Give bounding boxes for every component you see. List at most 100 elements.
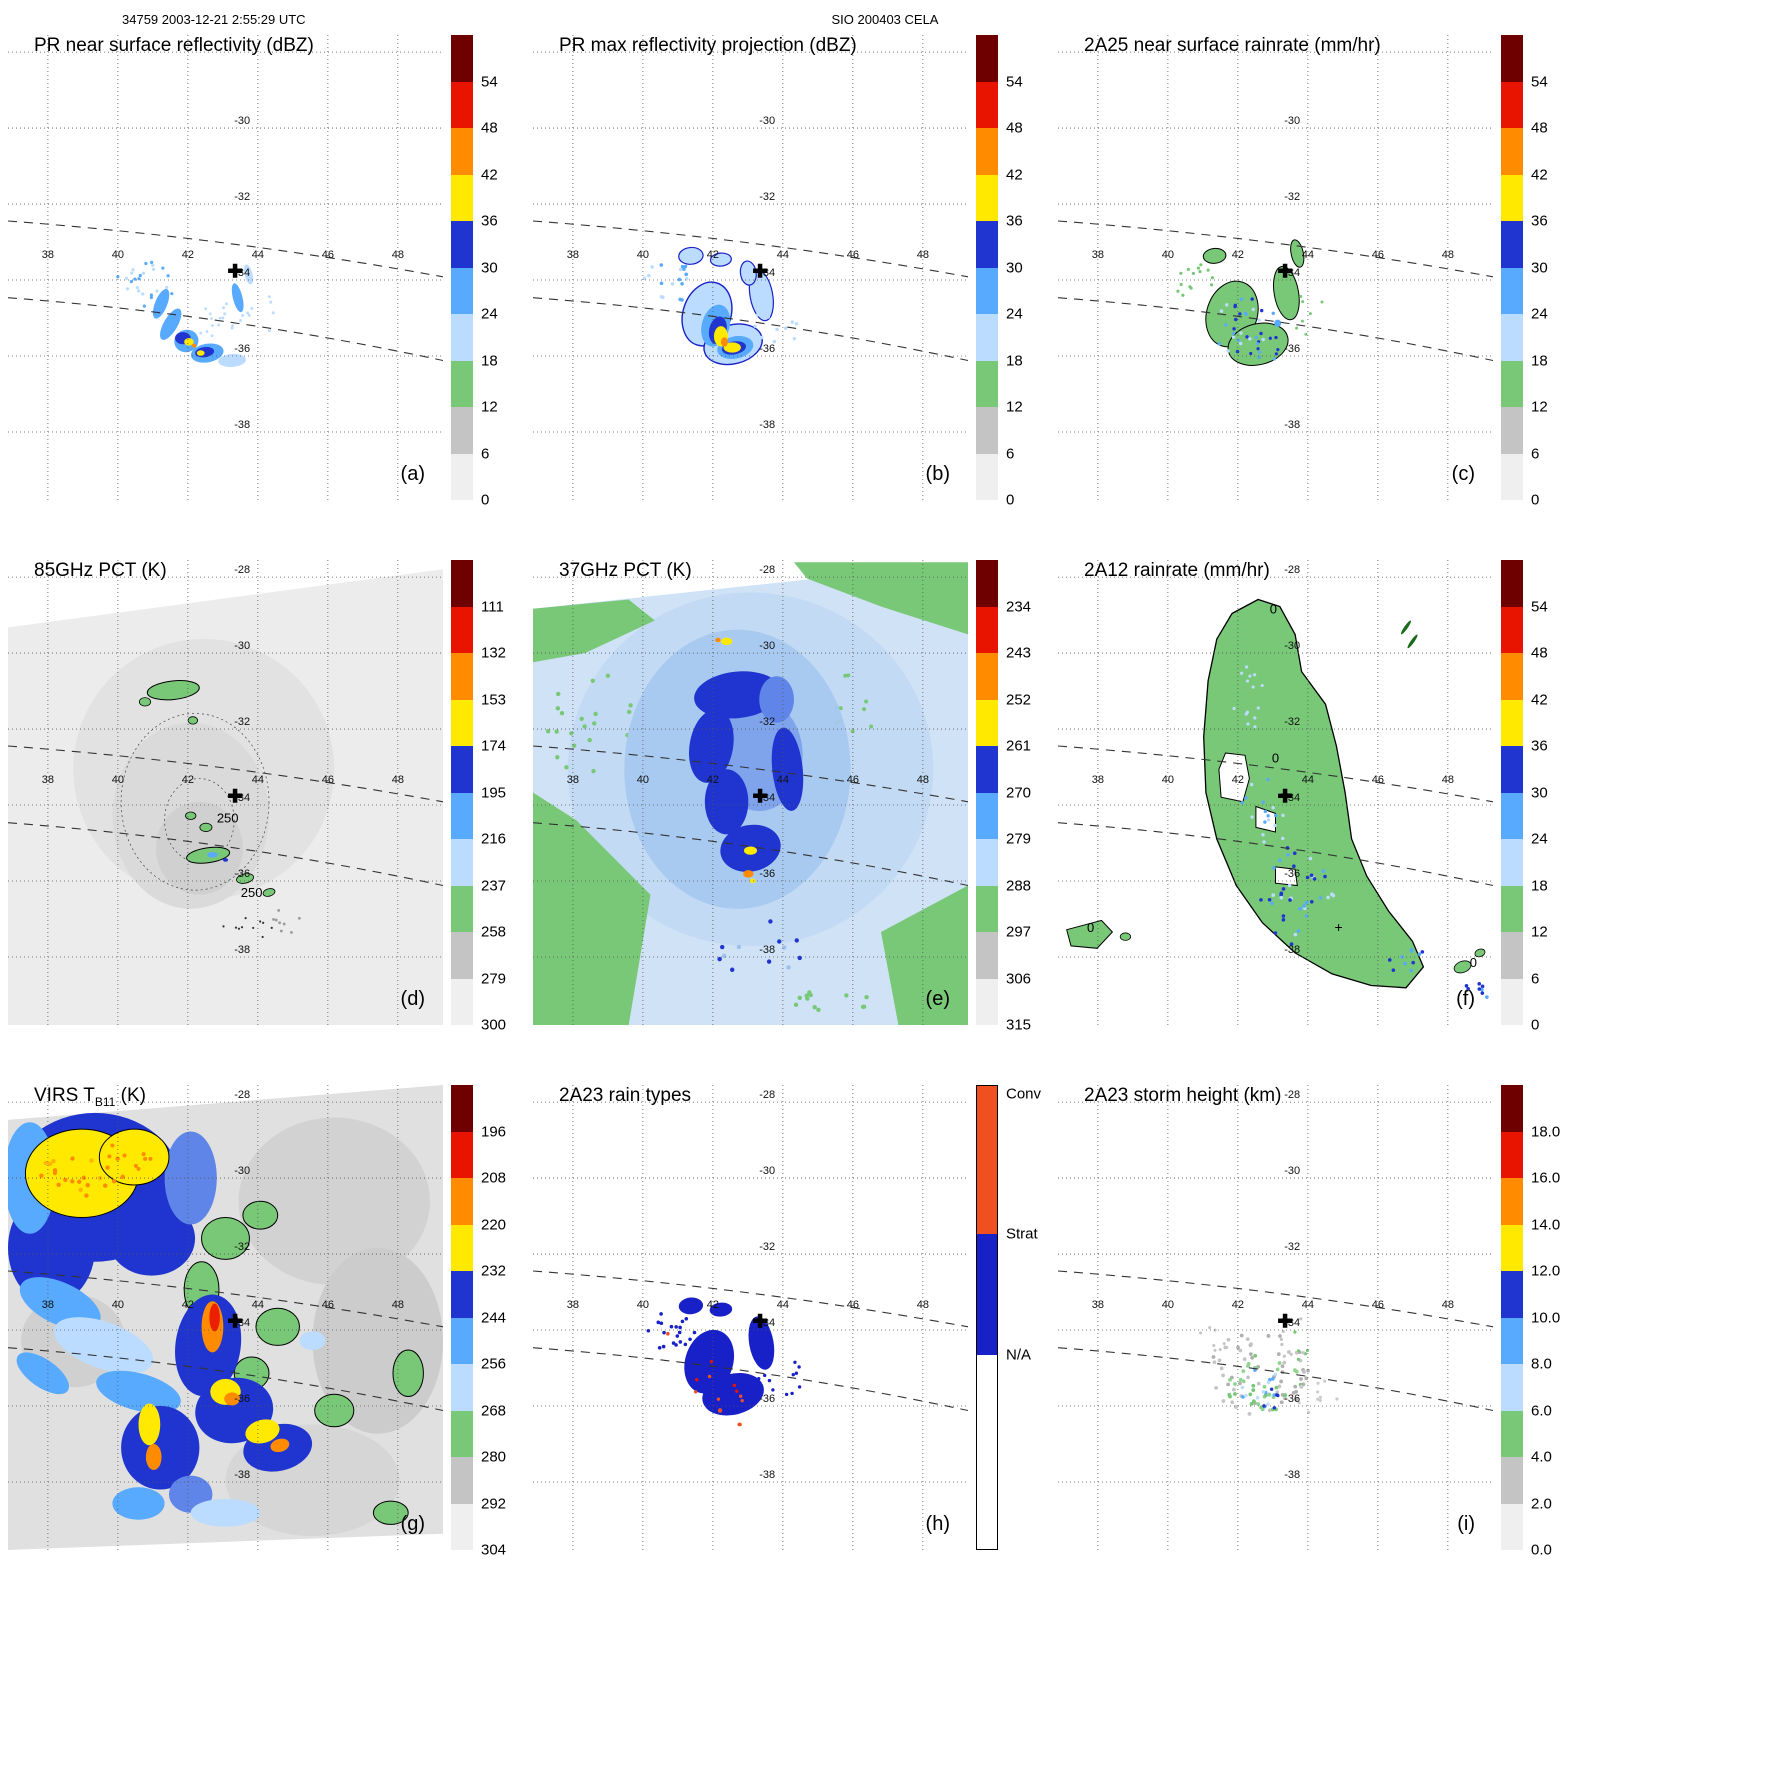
- svg-text:40: 40: [637, 774, 649, 786]
- colorbar-segment: [1501, 221, 1523, 268]
- colorbar-segment: [976, 606, 998, 653]
- panel-title: PR near surface reflectivity (dBZ): [34, 35, 314, 56]
- panel-grid: 38 40 42 44 46 48 -30 -32 -34 -36 -38 PR near surf…: [8, 35, 1583, 1610]
- svg-text:+: +: [1334, 919, 1342, 935]
- svg-text:44: 44: [777, 1299, 789, 1311]
- colorbar-tick-label: 304: [481, 1541, 507, 1559]
- colorbar-segment: [451, 360, 473, 407]
- svg-text:42: 42: [182, 1299, 194, 1311]
- storm-center-cross-marker: [228, 1313, 243, 1328]
- graticule: [8, 560, 443, 1025]
- colorbar: 234 243 252 261 270 279 288 297 306 315: [976, 560, 1056, 1034]
- map-canvas: 38 40 42 44 46 48-28-30-32-34-36-38: [8, 1085, 443, 1550]
- colorbar-segment: [451, 128, 473, 175]
- colorbar-segment: [451, 839, 473, 886]
- colorbar-tick-label: 315: [1006, 1016, 1032, 1034]
- svg-text:42: 42: [182, 774, 194, 786]
- colorbar-segment: [1501, 1457, 1523, 1504]
- svg-text:-28: -28: [759, 1089, 775, 1101]
- colorbar-segment: [451, 1178, 473, 1225]
- svg-text:-32: -32: [1284, 716, 1300, 728]
- colorbar-segment: [451, 1410, 473, 1457]
- svg-text:-32: -32: [1284, 1241, 1300, 1253]
- colorbar-tick-label: 18: [481, 352, 498, 369]
- colorbar-labels: Conv Strat N/A: [1006, 1085, 1056, 1550]
- svg-text:-30: -30: [234, 115, 250, 127]
- colorbar-tick-label: 42: [1531, 691, 1548, 708]
- panel-title: 2A25 near surface rainrate (mm/hr): [1084, 35, 1381, 56]
- colorbar-segment: [976, 453, 998, 500]
- panel-letter: (d): [400, 988, 425, 1010]
- colorbar-strip: [1501, 560, 1523, 1025]
- svg-text:-30: -30: [234, 1165, 250, 1177]
- colorbar-segment: [1501, 978, 1523, 1025]
- colorbar-labels: 18.0 16.0 14.0 12.0 10.0 8.0 6.0 4.0 2.0 0.0: [1531, 1085, 1581, 1559]
- map-plot: 38 40 42 44 46 48 -30 -32 -34 -36 -38 PR near surf…: [8, 35, 443, 500]
- colorbar-segment: [1501, 314, 1523, 361]
- colorbar-segment: [451, 314, 473, 361]
- colorbar-segment: [451, 746, 473, 793]
- map-plot: 38 40 42 44 46 48 -28 -30 -32 -34 -36 -38 37GHz PCT…: [533, 560, 968, 1025]
- svg-text:42: 42: [1232, 249, 1244, 261]
- colorbar-tick-label: 16.0: [1531, 1169, 1561, 1187]
- svg-text:46: 46: [322, 1299, 334, 1311]
- svg-text:42: 42: [707, 774, 719, 786]
- colorbar-segment: [976, 314, 998, 361]
- svg-text:48: 48: [1442, 249, 1454, 261]
- colorbar-segment: [976, 746, 998, 793]
- colorbar-segment: [1501, 1364, 1523, 1411]
- colorbar-labels: 196 208 220 232 244 256 268 280 292 304: [481, 1085, 531, 1559]
- svg-text:-28: -28: [234, 1089, 250, 1101]
- panel-f: 0 0 0 0 +38 40 42 44 46 48 -28 -30 -32 -34 -36 -38 2A12…: [1058, 560, 1583, 1085]
- storm-center-cross-marker: [228, 263, 243, 278]
- svg-text:44: 44: [1302, 1299, 1314, 1311]
- graticule-labels: 38 40 42 44 46 48-28-30-32-34-36-38: [567, 564, 929, 956]
- panel-title: VIRS TB11 (K): [34, 1085, 146, 1109]
- map-canvas: 38 40 42 44 46 48-28-30-32-34-36-38: [533, 1085, 968, 1550]
- svg-text:0: 0: [1272, 750, 1279, 765]
- colorbar-strip: [451, 35, 473, 500]
- svg-text:38: 38: [42, 774, 54, 786]
- colorbar-tick-label: 18.0: [1531, 1123, 1561, 1140]
- svg-text:42: 42: [707, 1299, 719, 1311]
- colorbar-tick-label: 2.0: [1531, 1495, 1552, 1512]
- colorbar-tick-label: 0: [1006, 491, 1015, 509]
- data-layer: 250 250: [73, 639, 335, 939]
- colorbar-tick-label: 0: [1531, 1016, 1540, 1034]
- colorbar-segment: [1501, 407, 1523, 454]
- map-plot: 250 250 38 40 42 44 46 48 -28 -30 -32 -34 -36 -38 85G…: [8, 560, 443, 1025]
- svg-text:38: 38: [567, 774, 579, 786]
- graticule-labels: 38 40 42 44 46 48-28-30-32-34-36-38: [1092, 1089, 1454, 1481]
- panel-g: 38 40 42 44 46 48 -28 -30 -32 -34 -36 -38 VIRS TB11…: [8, 1085, 533, 1610]
- graticule-labels: 38 40 42 44 46 48-28-30-32-34-36-38: [567, 1089, 929, 1481]
- svg-text:38: 38: [42, 1299, 54, 1311]
- svg-text:-28: -28: [1284, 1089, 1300, 1101]
- colorbar-segment: [451, 1457, 473, 1504]
- panel-letter: (g): [400, 1513, 425, 1535]
- colorbar-segment: [1501, 606, 1523, 653]
- svg-text:-36: -36: [234, 868, 250, 880]
- svg-text:-36: -36: [759, 1393, 775, 1405]
- svg-text:48: 48: [917, 1299, 929, 1311]
- colorbar-tick-label: 24: [1006, 305, 1023, 323]
- graticule-labels: 38 40 42 44 46 48-28-30-32-34-36-38: [1092, 564, 1454, 956]
- svg-text:42: 42: [1232, 1299, 1244, 1311]
- panel-title: 2A23 rain types: [559, 1085, 692, 1106]
- colorbar-segment: [1501, 360, 1523, 407]
- graticule: [8, 1085, 443, 1550]
- svg-text:-32: -32: [234, 191, 250, 203]
- colorbar-tick-label: 54: [1006, 73, 1023, 90]
- colorbar-tick-label: 14.0: [1531, 1216, 1561, 1233]
- colorbar-tick-label: 10.0: [1531, 1309, 1561, 1326]
- colorbar: 18.0 16.0 14.0 12.0 10.0 8.0 6.0 4.0 2.0 0.0: [1501, 1085, 1581, 1559]
- colorbar-tick-label: 195: [481, 784, 507, 801]
- svg-text:48: 48: [392, 249, 404, 261]
- map-plot: 38 40 42 44 46 48 -28 -30 -32 -34 -36 -38 VIRS TB11…: [8, 1085, 443, 1550]
- data-layer: [8, 1112, 443, 1537]
- panel-letter: (f): [1456, 988, 1475, 1010]
- colorbar-tick-label: 153: [481, 691, 507, 708]
- svg-text:46: 46: [847, 1299, 859, 1311]
- svg-text:44: 44: [1302, 774, 1314, 786]
- svg-text:48: 48: [1442, 1299, 1454, 1311]
